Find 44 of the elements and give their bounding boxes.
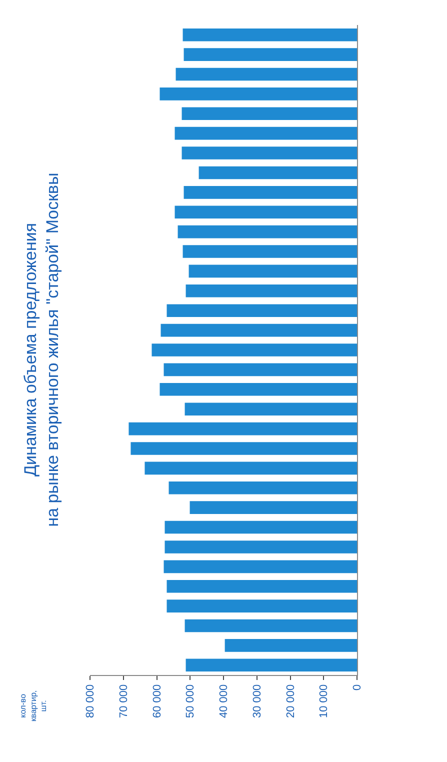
- text: Динамика объема предложения на рынке вторичного жилья "старой" Москвы: [20, 172, 62, 527]
- bar: [182, 146, 357, 160]
- x-tick-label: 50 000: [184, 684, 197, 718]
- x-tick-label: 80 000: [84, 684, 97, 718]
- x-tick-label: 0: [352, 684, 364, 691]
- x-tick-label: 40 000: [218, 684, 230, 718]
- bar: [160, 324, 357, 337]
- bar: [168, 481, 357, 494]
- bar: [164, 560, 357, 574]
- bar: [144, 462, 357, 475]
- bar: [174, 206, 357, 219]
- bar: [166, 580, 357, 593]
- x-tick-label: 30 000: [251, 684, 264, 718]
- bar: [190, 501, 357, 514]
- bar: [130, 442, 357, 455]
- bar: [184, 48, 357, 61]
- bar: [164, 520, 357, 534]
- bar: [152, 344, 357, 356]
- bar: [184, 186, 357, 199]
- bar: [160, 382, 357, 396]
- bar: [182, 107, 357, 120]
- bar: [160, 88, 357, 100]
- y-axis-title: кол-во квартир, шт.: [18, 690, 48, 722]
- bar: [174, 126, 357, 140]
- bar: [182, 28, 357, 42]
- bar: [164, 540, 357, 554]
- x-tick-label: 60 000: [151, 684, 164, 718]
- bar: [178, 225, 357, 238]
- bar: [186, 658, 357, 672]
- bar: [128, 422, 357, 436]
- bar: [224, 639, 357, 652]
- x-tick-label: 10 000: [318, 684, 330, 718]
- bar: [176, 68, 357, 81]
- bar: [184, 619, 357, 632]
- bar: [186, 284, 357, 298]
- x-tick-label: 70 000: [118, 684, 130, 718]
- bar: [164, 363, 357, 376]
- bar: [182, 245, 357, 258]
- x-tick-label: 20 000: [284, 684, 297, 718]
- bar: [188, 264, 357, 278]
- bar: [166, 304, 357, 318]
- bar: [166, 600, 357, 612]
- bar: [198, 166, 357, 180]
- bar: [184, 402, 357, 416]
